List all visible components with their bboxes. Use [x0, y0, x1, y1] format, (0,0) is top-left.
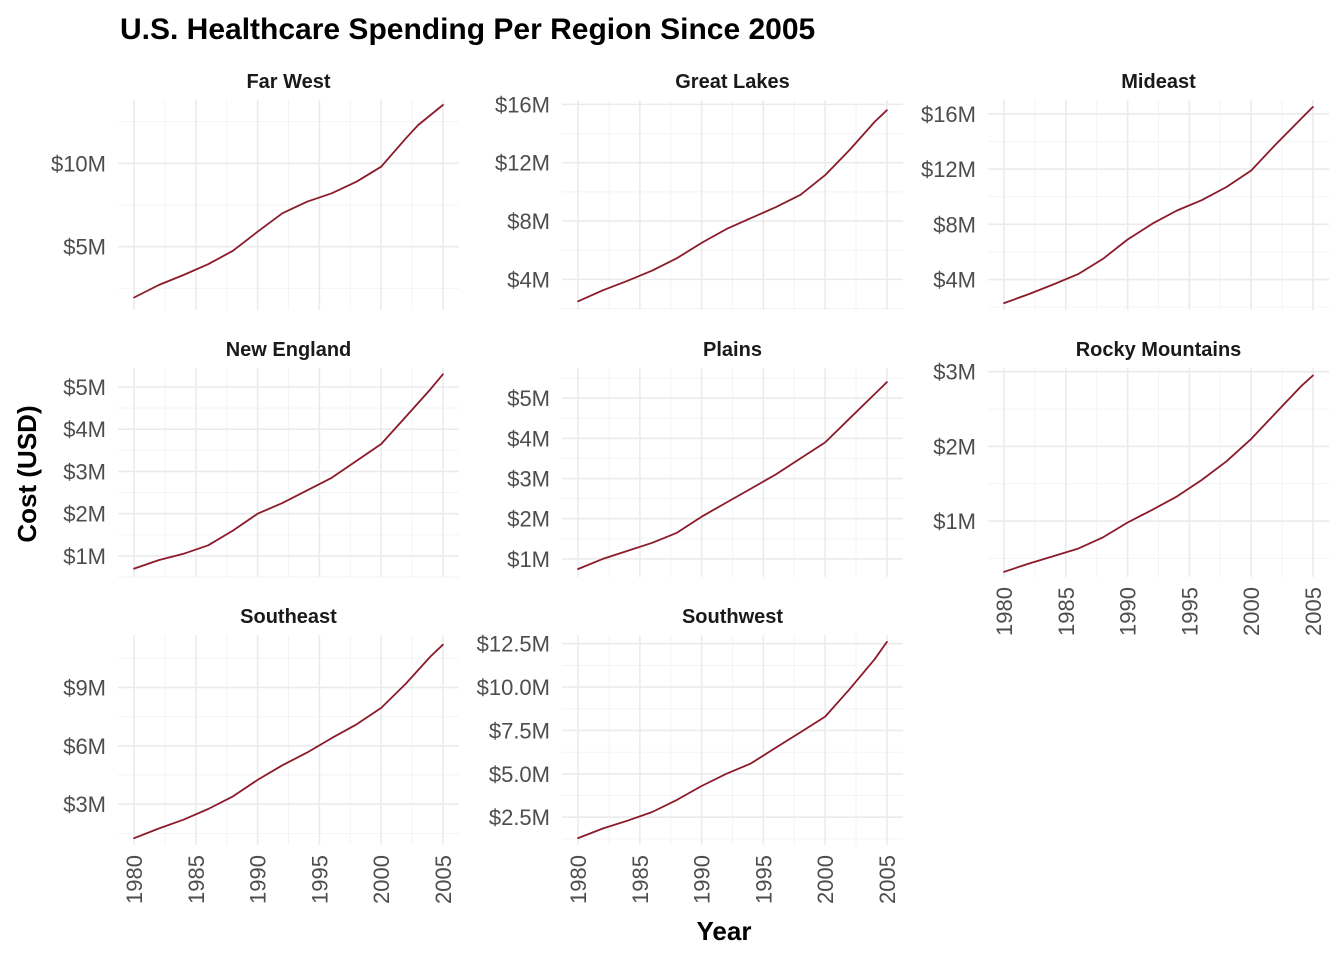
x-tick-label: 1985: [184, 855, 209, 904]
facet-panel: $1M $2M $3M $4M $5M Plains: [507, 339, 903, 577]
series-line: [577, 641, 888, 839]
facet-panel: $4M $8M $12M $16M Mideast: [921, 71, 1329, 310]
x-tick-label: 1990: [246, 855, 271, 904]
x-tick-label: 2005: [431, 855, 456, 904]
facet-strip-label: Plains: [703, 339, 762, 361]
chart-title: U.S. Healthcare Spending Per Region Sinc…: [120, 13, 815, 46]
facet-panel: $1M $2M $3M Rocky Mountains 1980 1985 1990 1995…: [933, 339, 1329, 636]
series-line: [133, 373, 444, 570]
y-axis-title: Cost (USD): [12, 405, 42, 542]
x-tick-label: 1990: [1116, 587, 1141, 636]
facet-panels: $5M $10M Far West $4M $8M $12M $16M Great Lakes…: [51, 71, 1329, 904]
y-tick-label: $5M: [63, 235, 106, 260]
facet-strip-label: Far West: [246, 71, 330, 93]
x-tick-label: 1985: [1054, 587, 1079, 636]
facet-panel: $2.5M $5.0M $7.5M $10.0M $12.5M Southwest 1980…: [477, 606, 903, 904]
x-tick-label: 2000: [1239, 587, 1264, 636]
y-tick-label: $2M: [933, 434, 976, 459]
facet-panel: $3M $6M $9M Southeast 1980 1985 1990 1995 2000 20…: [63, 606, 459, 904]
y-tick-label: $5.0M: [489, 762, 550, 787]
y-tick-label: $3M: [507, 467, 550, 492]
x-tick-label: 2005: [1301, 587, 1326, 636]
y-tick-label: $3M: [933, 360, 976, 385]
series-line: [577, 381, 888, 570]
y-tick-label: $1M: [933, 509, 976, 534]
y-tick-label: $4M: [933, 268, 976, 293]
y-tick-label: $5M: [507, 386, 550, 411]
y-tick-label: $10M: [51, 151, 106, 176]
facet-strip-label: Rocky Mountains: [1076, 339, 1242, 361]
y-tick-label: $2M: [63, 502, 106, 527]
series-line: [1003, 374, 1314, 573]
y-tick-label: $4M: [507, 426, 550, 451]
x-axis-title: Year: [697, 916, 752, 946]
y-tick-label: $16M: [921, 102, 976, 127]
y-tick-label: $10.0M: [477, 675, 550, 700]
x-tick-label: 1980: [122, 855, 147, 904]
x-tick-label: 1995: [1177, 587, 1202, 636]
y-tick-label: $16M: [495, 92, 550, 117]
x-tick-label: 2000: [369, 855, 394, 904]
x-tick-label: 1995: [307, 855, 332, 904]
x-tick-label: 1985: [628, 855, 653, 904]
y-tick-label: $1M: [63, 544, 106, 569]
facet-strip-label: Great Lakes: [675, 71, 790, 93]
y-tick-label: $9M: [63, 676, 106, 701]
y-tick-label: $3M: [63, 792, 106, 817]
series-line: [577, 109, 888, 303]
y-tick-label: $6M: [63, 734, 106, 759]
y-tick-label: $2M: [507, 507, 550, 532]
facet-panel: $4M $8M $12M $16M Great Lakes: [495, 71, 903, 310]
facet-strip-label: Mideast: [1121, 71, 1196, 93]
facet-panel: $1M $2M $3M $4M $5M New England: [63, 339, 459, 578]
series-line: [133, 104, 444, 299]
y-tick-label: $5M: [63, 375, 106, 400]
x-tick-label: 2005: [875, 855, 900, 904]
y-tick-label: $7.5M: [489, 718, 550, 743]
x-tick-label: 1980: [992, 587, 1017, 636]
y-tick-label: $4M: [63, 417, 106, 442]
y-tick-label: $4M: [507, 267, 550, 292]
x-tick-label: 2000: [813, 855, 838, 904]
y-tick-label: $12.5M: [477, 632, 550, 657]
facet-strip-label: Southwest: [682, 606, 783, 628]
series-line: [1003, 106, 1314, 305]
facet-strip-label: New England: [226, 339, 352, 361]
facet-strip-label: Southeast: [240, 606, 337, 628]
x-tick-label: 1980: [566, 855, 591, 904]
y-tick-label: $8M: [507, 209, 550, 234]
y-tick-label: $1M: [507, 547, 550, 572]
facet-panel: $5M $10M Far West: [51, 71, 459, 310]
x-tick-label: 1990: [690, 855, 715, 904]
x-tick-label: 1995: [751, 855, 776, 904]
series-line: [133, 643, 444, 840]
y-tick-label: $8M: [933, 212, 976, 237]
y-tick-label: $12M: [921, 157, 976, 182]
y-tick-label: $12M: [495, 151, 550, 176]
y-tick-label: $2.5M: [489, 805, 550, 830]
y-tick-label: $3M: [63, 459, 106, 484]
